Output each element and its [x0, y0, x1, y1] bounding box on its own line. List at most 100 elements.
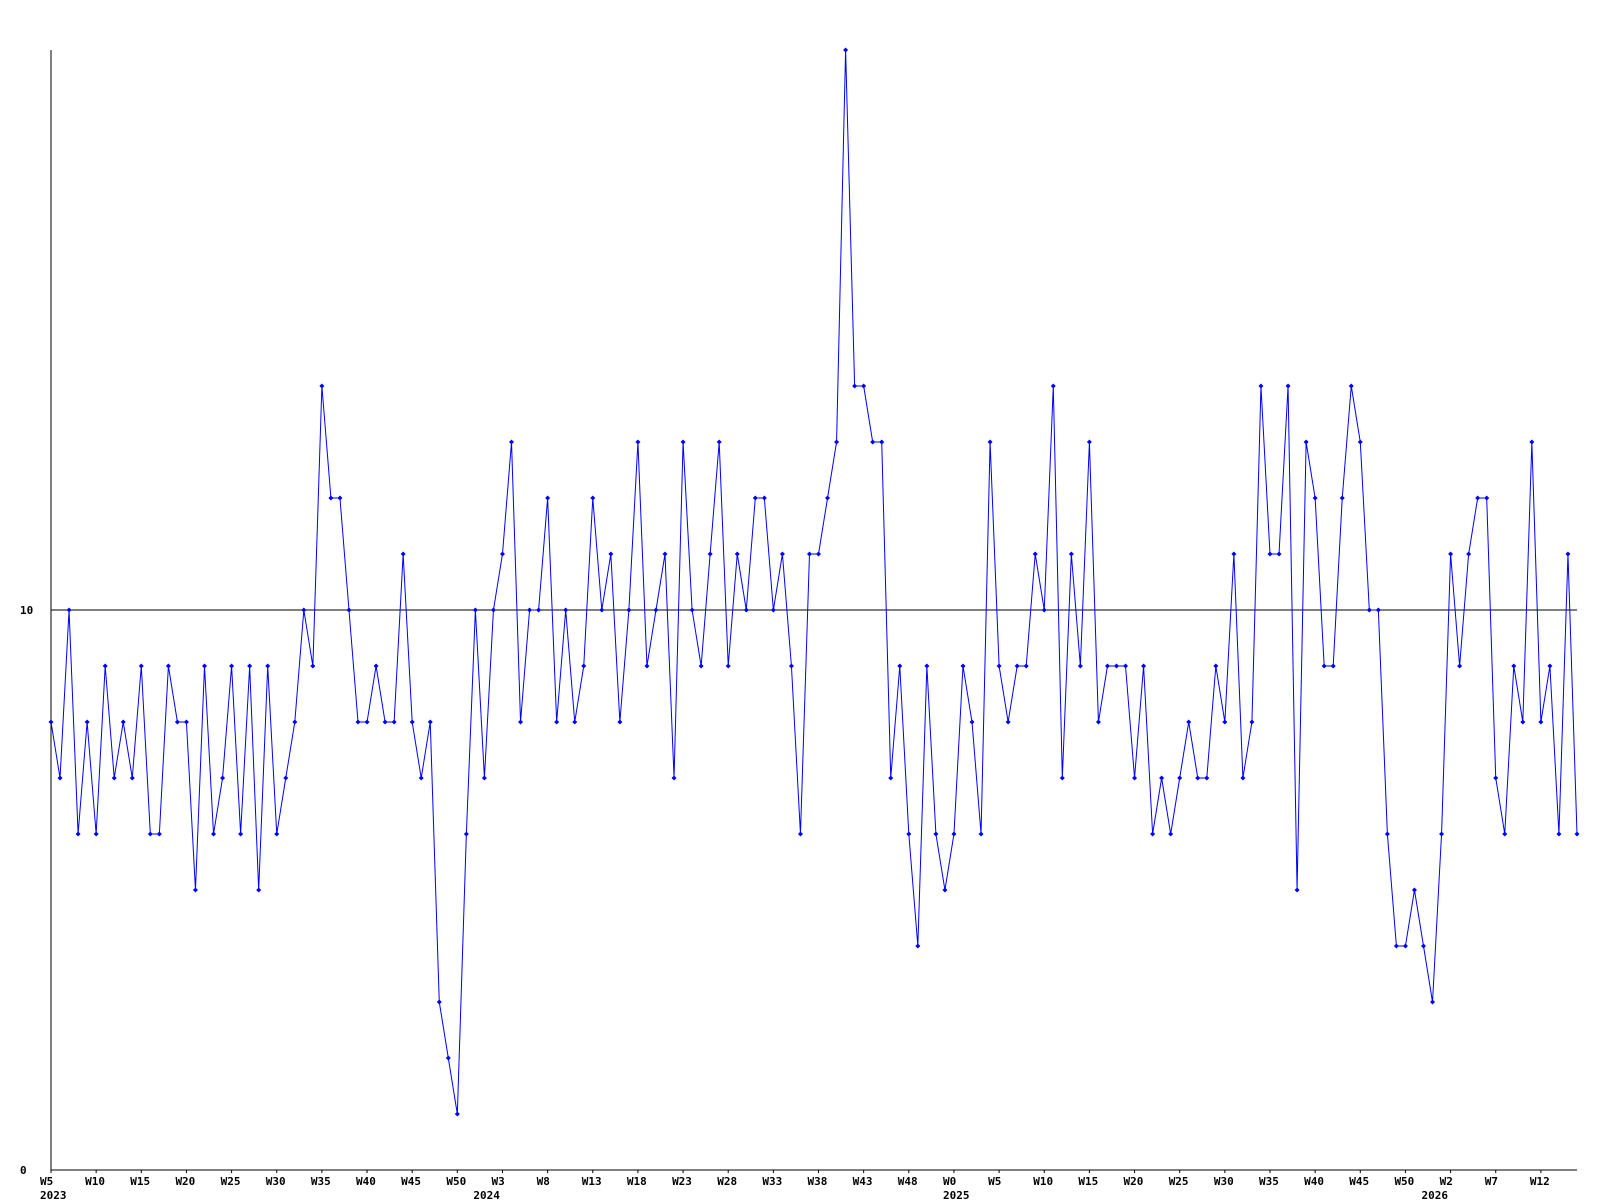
x-tick-label: W35 — [1259, 1175, 1279, 1188]
data-point — [996, 663, 1002, 669]
x-tick-label: W7 — [1485, 1175, 1498, 1188]
x-tick-label: W45 — [401, 1175, 421, 1188]
data-point — [509, 439, 515, 445]
data-point — [1457, 663, 1463, 669]
data-point — [779, 551, 785, 557]
data-point — [1204, 775, 1210, 781]
data-point — [400, 551, 406, 557]
data-point — [1059, 775, 1065, 781]
data-point — [319, 383, 325, 389]
data-point — [328, 495, 334, 501]
x-tick-label: W50 — [1394, 1175, 1414, 1188]
x-tick-label: W18 — [627, 1175, 647, 1188]
data-point — [147, 831, 153, 837]
x-tick-label: W30 — [1214, 1175, 1234, 1188]
x-tick-label: W20 — [1124, 1175, 1144, 1188]
data-point — [888, 775, 894, 781]
data-point — [102, 663, 108, 669]
x-tick-label: W40 — [356, 1175, 376, 1188]
x-tick-label: W45 — [1349, 1175, 1369, 1188]
data-point — [1475, 495, 1481, 501]
data-point — [987, 439, 993, 445]
data-point — [1068, 551, 1074, 557]
data-point — [1186, 719, 1192, 725]
data-point — [879, 439, 885, 445]
data-point — [1222, 719, 1228, 725]
data-point — [797, 831, 803, 837]
data-point — [960, 663, 966, 669]
data-point — [111, 775, 117, 781]
data-point — [1402, 943, 1408, 949]
data-point — [1285, 383, 1291, 389]
data-point — [1005, 719, 1011, 725]
data-point — [391, 719, 397, 725]
x-tick-label: W10 — [1033, 1175, 1053, 1188]
data-point — [1141, 663, 1147, 669]
data-point — [265, 663, 271, 669]
data-point — [48, 719, 54, 725]
data-point — [653, 607, 659, 613]
x-tick-label: W10 — [85, 1175, 105, 1188]
data-point — [1032, 551, 1038, 557]
data-point — [310, 663, 316, 669]
x-tick-label: W12 — [1530, 1175, 1550, 1188]
x-year-label: 2024 — [473, 1189, 500, 1200]
data-point — [283, 775, 289, 781]
x-tick-label: W40 — [1304, 1175, 1324, 1188]
data-point — [274, 831, 280, 837]
data-point — [527, 607, 533, 613]
data-point — [870, 439, 876, 445]
data-point — [1366, 607, 1372, 613]
data-point — [843, 47, 849, 53]
data-point — [1529, 439, 1535, 445]
data-point — [138, 663, 144, 669]
data-point — [743, 607, 749, 613]
data-point — [1556, 831, 1562, 837]
data-point — [788, 663, 794, 669]
x-tick-label: W5 — [988, 1175, 1001, 1188]
data-point — [554, 719, 560, 725]
data-point — [1077, 663, 1083, 669]
x-tick-label: W50 — [446, 1175, 466, 1188]
data-point — [1095, 719, 1101, 725]
x-tick-label: W48 — [898, 1175, 918, 1188]
data-point — [545, 495, 551, 501]
data-point — [1538, 719, 1544, 725]
data-point — [1113, 663, 1119, 669]
x-year-label: 2026 — [1422, 1189, 1449, 1200]
data-point — [698, 663, 704, 669]
series-line — [50, 49, 1578, 1115]
data-point — [373, 663, 379, 669]
data-point — [1023, 663, 1029, 669]
data-point — [1574, 831, 1580, 837]
data-point — [1430, 999, 1436, 1005]
x-tick-label: W0 — [943, 1175, 956, 1188]
data-point — [292, 719, 298, 725]
data-point — [852, 383, 858, 389]
data-point — [183, 719, 189, 725]
data-point — [1294, 887, 1300, 893]
data-point — [725, 663, 731, 669]
data-point — [1375, 607, 1381, 613]
data-point — [915, 943, 921, 949]
data-point — [1086, 439, 1092, 445]
data-point — [906, 831, 912, 837]
data-point — [1384, 831, 1390, 837]
data-point — [1104, 663, 1110, 669]
data-point — [202, 663, 208, 669]
data-point — [192, 887, 198, 893]
data-point — [1195, 775, 1201, 781]
data-point — [1321, 663, 1327, 669]
data-point — [120, 719, 126, 725]
x-tick-label: W25 — [221, 1175, 241, 1188]
x-axis-labels: W5 W10 W15 W20 W25 W30 W35 W40 W45 W50 W3 W8 W13 W18 W… — [40, 1170, 1550, 1200]
data-point — [229, 663, 235, 669]
data-point — [1466, 551, 1472, 557]
data-point — [1520, 719, 1526, 725]
data-point — [463, 831, 469, 837]
data-point — [563, 607, 569, 613]
data-point — [445, 1055, 451, 1061]
data-point — [1123, 663, 1129, 669]
data-point — [942, 887, 948, 893]
